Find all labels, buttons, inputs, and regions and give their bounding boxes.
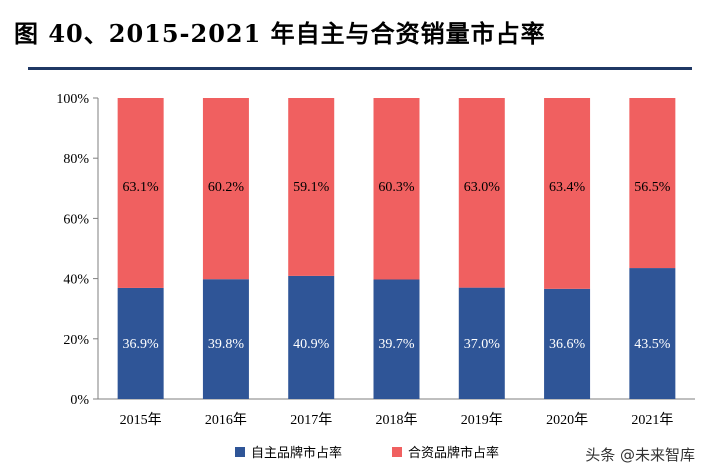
- x-tick-label: 2020年: [546, 412, 588, 428]
- data-label-jv: 60.2%: [208, 180, 245, 195]
- x-tick-label: 2019年: [461, 412, 503, 428]
- data-label-jv: 63.4%: [549, 180, 586, 195]
- y-tick-label: 60%: [63, 212, 89, 227]
- legend: 自主品牌市占率 合资品牌市占率: [235, 445, 499, 461]
- legend-label-domestic: 自主品牌市占率: [251, 445, 342, 461]
- chart-title: 图 40、2015-2021 年自主与合资销量市占率: [14, 19, 546, 48]
- data-label-domestic: 40.9%: [293, 337, 330, 352]
- bar-jv: [458, 98, 505, 288]
- x-tick-label: 2015年: [120, 412, 162, 428]
- y-tick-label: 80%: [63, 152, 89, 167]
- y-tick-label: 0%: [70, 393, 89, 408]
- bar-jv: [117, 98, 164, 288]
- watermark: 头条 @未来智库: [585, 446, 695, 464]
- bar-domestic: [288, 275, 335, 399]
- bar-domestic: [202, 279, 249, 399]
- bar-jv: [373, 98, 420, 280]
- y-tick-label: 20%: [63, 333, 89, 348]
- data-label-jv: 63.0%: [464, 180, 501, 195]
- bar-jv: [288, 98, 335, 276]
- bar-domestic: [373, 279, 420, 399]
- data-label-jv: 56.5%: [634, 180, 671, 195]
- bar-domestic: [544, 288, 591, 399]
- x-tick-label: 2017年: [290, 412, 332, 428]
- bars-group: 36.9% 63.1% 39.8% 60.2% 40.9% 59.1% 39.7% 60.3%…: [117, 98, 676, 399]
- data-label-domestic: 36.6%: [549, 337, 586, 352]
- x-tick-label: 2016年: [205, 412, 247, 428]
- x-axis-ticks: 2015年 2016年 2017年 2018年 2019年 2020年 2021年: [120, 412, 674, 428]
- bar-domestic: [629, 268, 676, 399]
- bar-jv: [629, 98, 676, 269]
- data-label-domestic: 37.0%: [464, 337, 501, 352]
- y-tick-label: 100%: [56, 92, 89, 107]
- x-tick-label: 2018年: [376, 412, 418, 428]
- data-label-domestic: 36.9%: [123, 337, 160, 352]
- legend-swatch-jv: [392, 447, 402, 457]
- data-label-domestic: 39.7%: [378, 337, 415, 352]
- bar-jv: [544, 98, 591, 289]
- data-label-jv: 59.1%: [293, 180, 330, 195]
- legend-swatch-domestic: [235, 447, 245, 457]
- bar-jv: [202, 98, 249, 280]
- data-label-domestic: 39.8%: [208, 337, 245, 352]
- legend-label-jv: 合资品牌市占率: [408, 445, 499, 461]
- bar-domestic: [117, 287, 164, 399]
- y-axis-ticks: 0% 20% 40% 60% 80% 100%: [56, 92, 98, 408]
- x-tick-label: 2021年: [631, 412, 673, 428]
- title-underline: [28, 67, 692, 70]
- bar-domestic: [458, 287, 505, 399]
- y-tick-label: 40%: [63, 273, 89, 288]
- data-label-jv: 63.1%: [123, 180, 160, 195]
- data-label-jv: 60.3%: [378, 180, 415, 195]
- data-label-domestic: 43.5%: [634, 337, 671, 352]
